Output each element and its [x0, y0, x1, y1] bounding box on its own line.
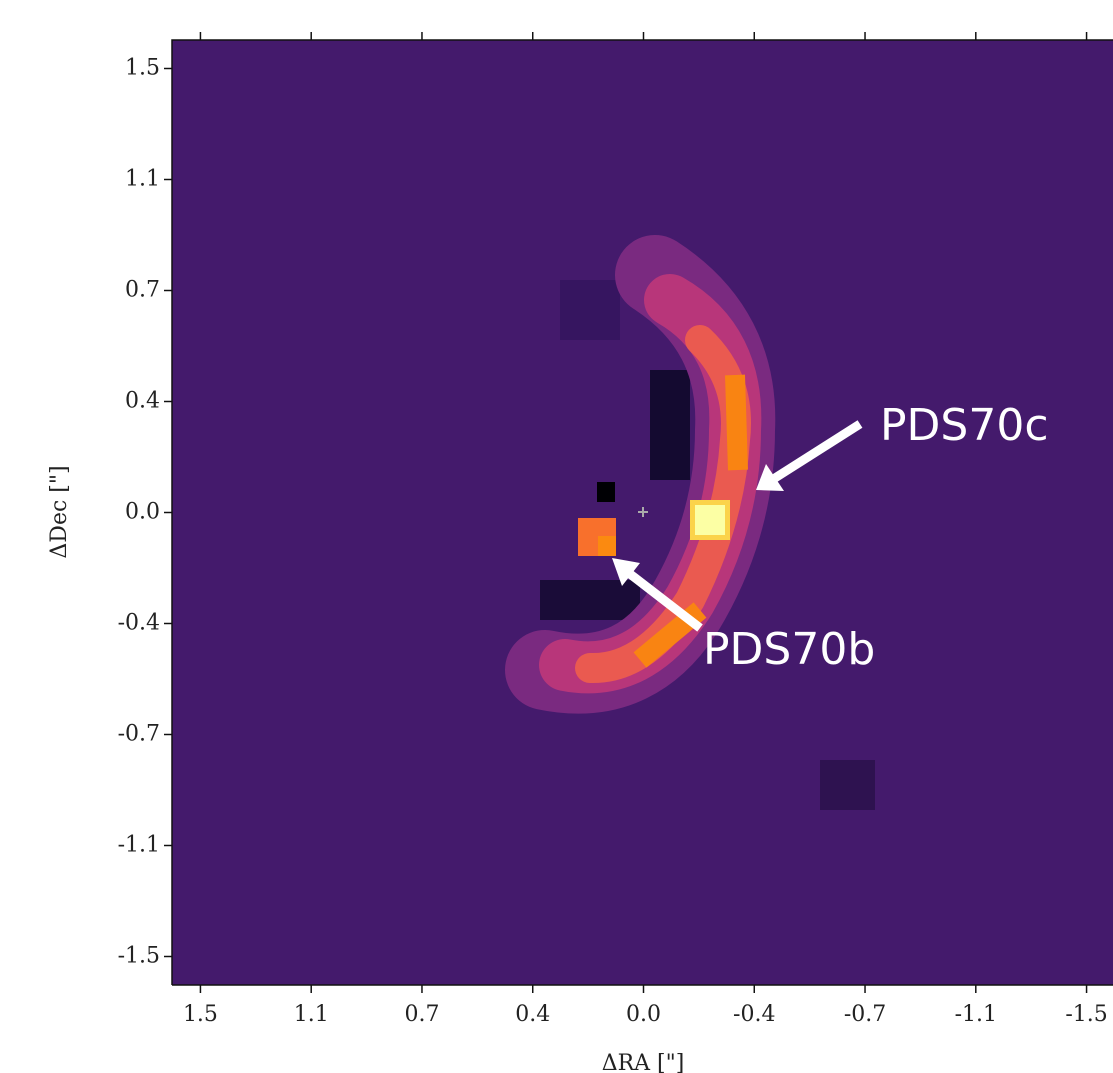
- y-tick-label: 0.4: [125, 389, 160, 414]
- star-marker: [638, 507, 648, 517]
- y-tick-label: 1.1: [125, 167, 160, 192]
- arrow: [627, 570, 703, 632]
- y-tick-label: -0.7: [118, 722, 160, 747]
- bright-spot: [695, 505, 725, 535]
- annotation: PDS70b: [703, 624, 875, 675]
- x-axis-label: ΔRA ["]: [602, 1051, 685, 1073]
- x-tick-label: -1.1: [955, 1002, 997, 1027]
- y-tick-label: 0.7: [125, 278, 160, 303]
- dark-patch: [597, 482, 615, 502]
- dark-patch: [820, 760, 875, 810]
- annotation: PDS70c: [880, 400, 1049, 451]
- arrow: [772, 420, 863, 482]
- x-tick-label: 1.5: [183, 1002, 218, 1027]
- dark-patch: [560, 280, 620, 340]
- x-tick-label: 1.1: [294, 1002, 329, 1027]
- x-tick-label: -0.7: [844, 1002, 886, 1027]
- y-tick-label: 1.5: [125, 56, 160, 81]
- x-tick-label: 0.4: [515, 1002, 550, 1027]
- x-tick-label: 0.0: [626, 1002, 661, 1027]
- dark-patch: [540, 580, 640, 620]
- image: PDS70c PDS70b: [172, 40, 1113, 985]
- axes-frame: [171, 39, 1113, 986]
- arrow: [612, 558, 640, 586]
- planet-b: [598, 536, 616, 556]
- x-tick-label: -0.4: [733, 1002, 775, 1027]
- y-tick-label: 0.0: [125, 500, 160, 525]
- y-tick-label: -1.1: [118, 833, 160, 858]
- dark-patch: [650, 370, 690, 480]
- arrow: [756, 464, 784, 491]
- y-tick-label: -1.5: [118, 944, 160, 969]
- y-tick-label: -0.4: [118, 611, 160, 636]
- x-tick-label: 0.7: [404, 1002, 439, 1027]
- y-axis-label: ΔDec ["]: [47, 465, 72, 558]
- x-tick-label: -1.5: [1065, 1002, 1107, 1027]
